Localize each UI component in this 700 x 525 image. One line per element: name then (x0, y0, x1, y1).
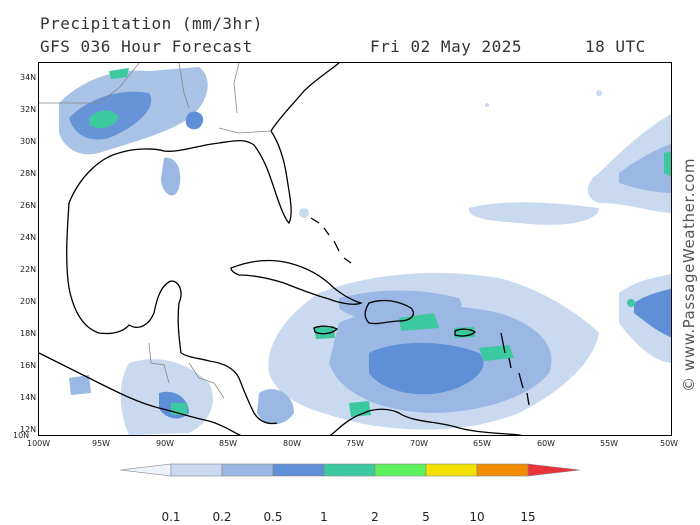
precipitation-map (38, 62, 672, 436)
legend-swatch (119, 463, 172, 477)
legend-label: 0.5 (263, 510, 283, 524)
forecast-label: GFS 036 Hour Forecast (40, 37, 253, 56)
forecast-time: 18 UTC (585, 37, 646, 56)
precipitation-legend (119, 463, 581, 477)
lon-label: 65W (473, 439, 492, 448)
map-title: Precipitation (mm/3hr) (40, 14, 263, 33)
legend-swatch (374, 463, 427, 477)
lat-label: 14N (20, 393, 37, 402)
legend-swatch (272, 463, 325, 477)
lon-label: 100W (27, 439, 51, 448)
legend-label: 5 (422, 510, 430, 524)
legend-swatch (476, 463, 529, 477)
legend-label: 10 (469, 510, 485, 524)
lat-label: 18N (20, 329, 37, 338)
legend-label: 2 (371, 510, 379, 524)
lat-label: 32N (20, 105, 37, 114)
lon-label: 85W (219, 439, 238, 448)
lon-label: 90W (156, 439, 175, 448)
legend-swatch (425, 463, 478, 477)
precipitation-field (59, 67, 671, 435)
coastlines (39, 63, 530, 435)
legend-swatch (221, 463, 274, 477)
lat-label: 24N (20, 233, 37, 242)
lon-label: 60W (537, 439, 556, 448)
lat-label: 30N (20, 137, 37, 146)
lon-label: 70W (410, 439, 429, 448)
lat-label: 28N (20, 169, 37, 178)
lon-label: 80W (283, 439, 302, 448)
lon-label: 50W (660, 439, 679, 448)
legend-swatch (170, 463, 223, 477)
lon-label: 75W (346, 439, 365, 448)
lat-label: 16N (20, 361, 37, 370)
legend-swatch (527, 463, 581, 477)
legend-label: 0.1 (161, 510, 181, 524)
lon-label: 55W (600, 439, 619, 448)
forecast-date: Fri 02 May 2025 (370, 37, 522, 56)
map-canvas (39, 63, 671, 435)
legend-label: 1 (320, 510, 328, 524)
legend-label: 0.2 (212, 510, 232, 524)
legend-label: 15 (520, 510, 536, 524)
lat-label: 12N (20, 425, 37, 434)
legend-swatch (323, 463, 376, 477)
watermark-text: © www.PassageWeather.com (680, 157, 698, 392)
lat-label: 20N (20, 297, 37, 306)
lat-label: 34N (20, 73, 37, 82)
lat-label: 10N (13, 431, 30, 440)
lon-label: 95W (92, 439, 111, 448)
lat-label: 22N (20, 265, 37, 274)
lat-label: 26N (20, 201, 37, 210)
country-borders (39, 63, 272, 399)
